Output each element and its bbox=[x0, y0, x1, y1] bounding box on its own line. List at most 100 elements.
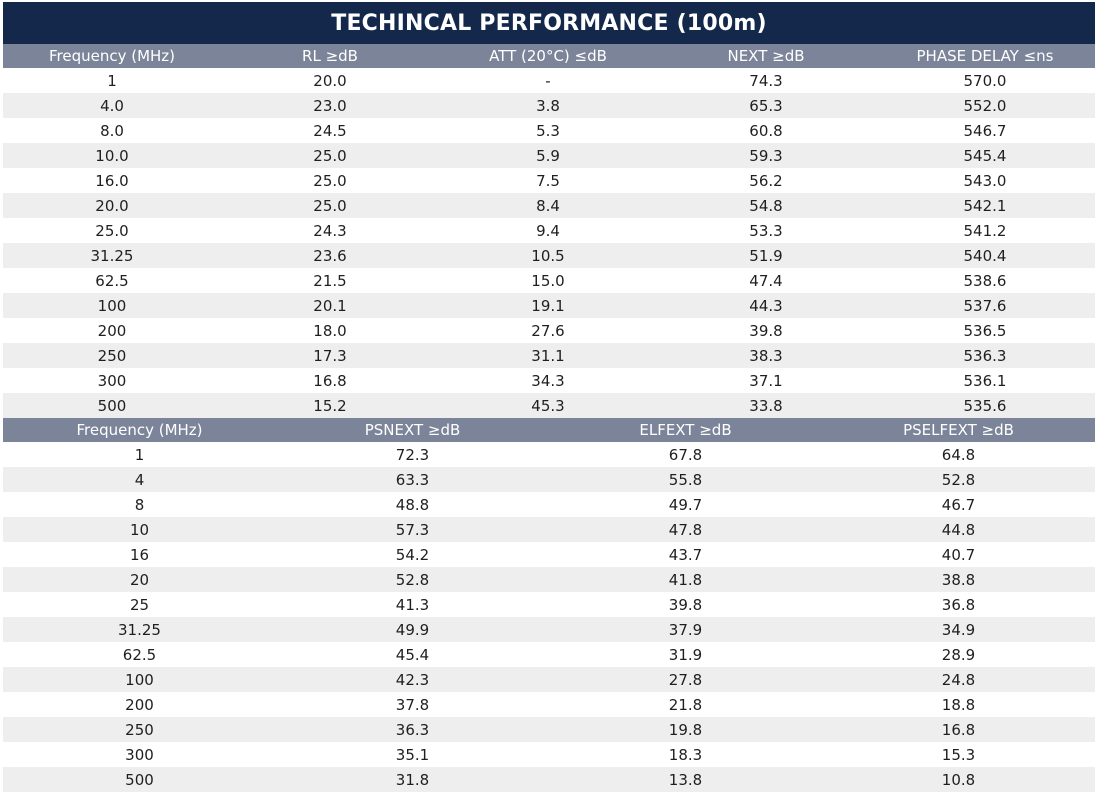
table-cell: 55.8 bbox=[549, 467, 822, 492]
table-cell: 15.3 bbox=[822, 742, 1095, 767]
table-cell: 37.1 bbox=[657, 368, 875, 393]
table-cell: 31.9 bbox=[549, 642, 822, 667]
table-cell: 500 bbox=[3, 393, 221, 418]
table-cell: 540.4 bbox=[875, 243, 1095, 268]
table-cell: 541.2 bbox=[875, 218, 1095, 243]
table-cell: 54.8 bbox=[657, 193, 875, 218]
table-cell: 37.9 bbox=[549, 617, 822, 642]
table-cell: 535.6 bbox=[875, 393, 1095, 418]
table-cell: 543.0 bbox=[875, 168, 1095, 193]
table-cell: 51.9 bbox=[657, 243, 875, 268]
table-cell: 67.8 bbox=[549, 442, 822, 467]
table-cell: 18.8 bbox=[822, 692, 1095, 717]
performance-sheet: TECHINCAL PERFORMANCE (100m) Frequency (… bbox=[3, 2, 1095, 792]
table-cell: 23.6 bbox=[221, 243, 439, 268]
table-cell: 552.0 bbox=[875, 93, 1095, 118]
column-header-att: ATT (20°C) ≤dB bbox=[439, 44, 657, 68]
table-row: 25.0 24.3 9.4 53.3 541.2 bbox=[3, 218, 1095, 243]
table-cell: 5.9 bbox=[439, 143, 657, 168]
performance-table-1: Frequency (MHz) RL ≥dB ATT (20°C) ≤dB NE… bbox=[3, 44, 1095, 418]
table-row: 1 72.3 67.8 64.8 bbox=[3, 442, 1095, 467]
table-cell: 25.0 bbox=[221, 168, 439, 193]
table-cell: 31.1 bbox=[439, 343, 657, 368]
table-cell: 300 bbox=[3, 368, 221, 393]
table-cell: 47.8 bbox=[549, 517, 822, 542]
column-header-frequency: Frequency (MHz) bbox=[3, 418, 276, 442]
table-cell: 74.3 bbox=[657, 68, 875, 93]
performance-table-2: Frequency (MHz) PSNEXT ≥dB ELFEXT ≥dB PS… bbox=[3, 418, 1095, 792]
table-cell: 62.5 bbox=[3, 268, 221, 293]
table-cell: 25.0 bbox=[3, 218, 221, 243]
table-cell: 537.6 bbox=[875, 293, 1095, 318]
table-cell: 200 bbox=[3, 692, 276, 717]
table-cell: 44.3 bbox=[657, 293, 875, 318]
table-cell: 65.3 bbox=[657, 93, 875, 118]
table-cell: 48.8 bbox=[276, 492, 549, 517]
table-cell: 20.0 bbox=[221, 68, 439, 93]
table-row: 500 31.8 13.8 10.8 bbox=[3, 767, 1095, 792]
column-header-next: NEXT ≥dB bbox=[657, 44, 875, 68]
table-cell: 10.8 bbox=[822, 767, 1095, 792]
table-row: 200 37.8 21.8 18.8 bbox=[3, 692, 1095, 717]
table-cell: 20.0 bbox=[3, 193, 221, 218]
table-cell: 31.25 bbox=[3, 243, 221, 268]
table-cell: 45.3 bbox=[439, 393, 657, 418]
table-cell: 20 bbox=[3, 567, 276, 592]
table-row: 10.0 25.0 5.9 59.3 545.4 bbox=[3, 143, 1095, 168]
table-cell: 18.3 bbox=[549, 742, 822, 767]
table-row: 1 20.0-74.3 570.0 bbox=[3, 68, 1095, 93]
table-cell: 47.4 bbox=[657, 268, 875, 293]
table-header-row: Frequency (MHz) RL ≥dB ATT (20°C) ≤dB NE… bbox=[3, 44, 1095, 68]
table-cell: 100 bbox=[3, 293, 221, 318]
table-cell: 39.8 bbox=[657, 318, 875, 343]
table-cell: 15.2 bbox=[221, 393, 439, 418]
table-cell: 1 bbox=[3, 68, 221, 93]
table-row: 62.5 45.4 31.9 28.9 bbox=[3, 642, 1095, 667]
table-cell: 31.8 bbox=[276, 767, 549, 792]
table-cell: 570.0 bbox=[875, 68, 1095, 93]
table-cell: 36.3 bbox=[276, 717, 549, 742]
table-cell: 250 bbox=[3, 343, 221, 368]
table-cell: 19.8 bbox=[549, 717, 822, 742]
table-row: 16 54.2 43.7 40.7 bbox=[3, 542, 1095, 567]
table-cell: 546.7 bbox=[875, 118, 1095, 143]
table-cell: 13.8 bbox=[549, 767, 822, 792]
table-cell: 19.1 bbox=[439, 293, 657, 318]
table-row: 4 63.3 55.8 52.8 bbox=[3, 467, 1095, 492]
table-cell: 24.3 bbox=[221, 218, 439, 243]
column-header-frequency: Frequency (MHz) bbox=[3, 44, 221, 68]
table-cell: 60.8 bbox=[657, 118, 875, 143]
column-header-rl: RL ≥dB bbox=[221, 44, 439, 68]
table-cell: 40.7 bbox=[822, 542, 1095, 567]
table-row: 300 35.1 18.3 15.3 bbox=[3, 742, 1095, 767]
table-cell: 46.7 bbox=[822, 492, 1095, 517]
table-cell: 16.8 bbox=[822, 717, 1095, 742]
table-cell: 64.8 bbox=[822, 442, 1095, 467]
table-cell: 8 bbox=[3, 492, 276, 517]
table-cell: 57.3 bbox=[276, 517, 549, 542]
table-row: 31.25 23.6 10.5 51.9 540.4 bbox=[3, 243, 1095, 268]
table-cell: 38.3 bbox=[657, 343, 875, 368]
table-cell: 16 bbox=[3, 542, 276, 567]
table-cell: 20.1 bbox=[221, 293, 439, 318]
table-row: 10 57.3 47.8 44.8 bbox=[3, 517, 1095, 542]
table-cell: 53.3 bbox=[657, 218, 875, 243]
table-cell: 8.0 bbox=[3, 118, 221, 143]
table-cell: 538.6 bbox=[875, 268, 1095, 293]
table-cell: 100 bbox=[3, 667, 276, 692]
column-header-elfext: ELFEXT ≥dB bbox=[549, 418, 822, 442]
table-cell: 24.5 bbox=[221, 118, 439, 143]
table-cell: 15.0 bbox=[439, 268, 657, 293]
column-header-phase-delay: PHASE DELAY ≤ns bbox=[875, 44, 1095, 68]
table-cell: 9.4 bbox=[439, 218, 657, 243]
table-cell: 49.7 bbox=[549, 492, 822, 517]
table-cell: 31.25 bbox=[3, 617, 276, 642]
table-row: 31.25 49.9 37.9 34.9 bbox=[3, 617, 1095, 642]
table-cell: 3.8 bbox=[439, 93, 657, 118]
table-row: 20 52.8 41.8 38.8 bbox=[3, 567, 1095, 592]
table-row: 200 18.0 27.6 39.8 536.5 bbox=[3, 318, 1095, 343]
table-cell: 49.9 bbox=[276, 617, 549, 642]
table-cell: 1 bbox=[3, 442, 276, 467]
table-cell: 41.8 bbox=[549, 567, 822, 592]
table-row: 100 20.1 19.1 44.3 537.6 bbox=[3, 293, 1095, 318]
